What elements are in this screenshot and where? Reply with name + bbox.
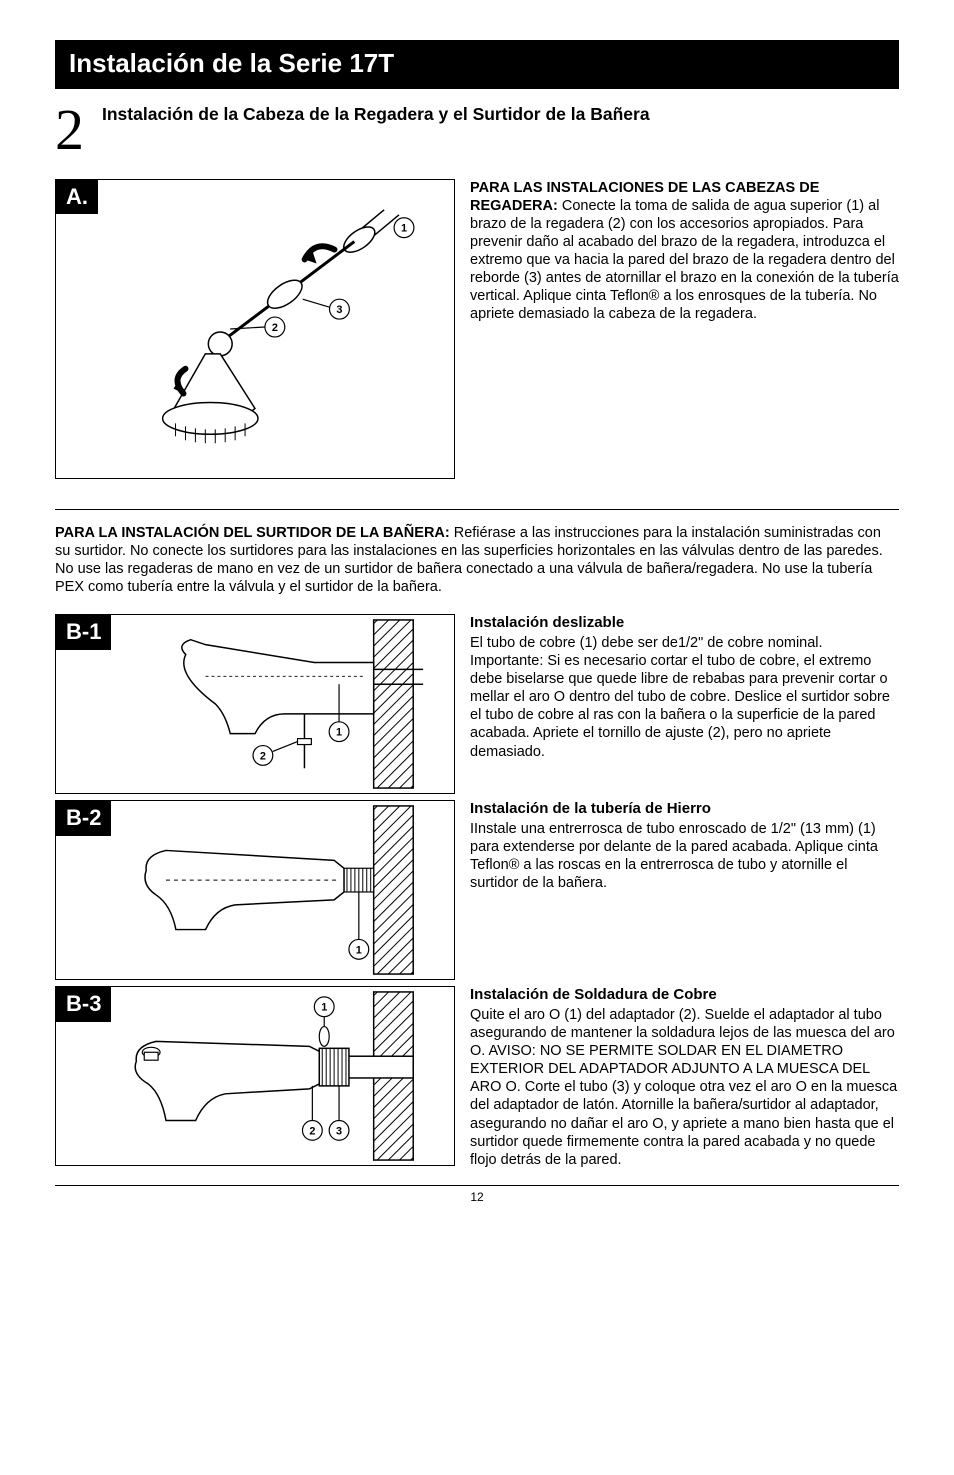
tub-paragraph: PARA LA INSTALACIÓN DEL SURTIDOR DE LA B…: [55, 524, 899, 597]
svg-text:2: 2: [272, 321, 278, 333]
section-b2-text: Instalación de la tubería de Hierro IIns…: [470, 800, 899, 892]
figure-a-label: A.: [56, 180, 98, 215]
figure-b3-label: B-3: [56, 987, 111, 1022]
svg-text:2: 2: [309, 1125, 315, 1137]
section-a-body: Conecte la toma de salida de agua superi…: [470, 198, 899, 323]
svg-text:3: 3: [336, 304, 342, 316]
b2-body: IInstale una entrerrosca de tubo enrosca…: [470, 820, 899, 893]
title-bar: Instalación de la Serie 17T: [55, 40, 899, 89]
figure-b1: B-1 1 2: [55, 614, 455, 794]
section-b1-text: Instalación deslizable El tubo de cobre …: [470, 614, 899, 761]
divider-rule: [55, 509, 899, 510]
section-b2: B-2 1 Instalación de la tubería de Hierr…: [55, 800, 899, 980]
figure-b1-svg: 1 2: [56, 615, 454, 793]
b3-head: Instalación de Soldadura de Cobre: [470, 986, 899, 1005]
section-b1: B-1 1 2 Instalación deslizable: [55, 614, 899, 794]
figure-a-svg: 1 3 2: [56, 180, 454, 478]
b3-body: Quite el aro O (1) del adaptador (2). Su…: [470, 1006, 899, 1169]
figure-b3: B-3 1 3 2: [55, 986, 455, 1166]
figure-b3-svg: 1 3 2: [56, 987, 454, 1165]
section-a: A. 1 3: [55, 179, 899, 479]
step-header: 2 Instalación de la Cabeza de la Regader…: [55, 101, 899, 159]
figure-b1-label: B-1: [56, 615, 111, 650]
section-a-text: PARA LAS INSTALACIONES DE LAS CABEZAS DE…: [470, 179, 899, 479]
page-number: 12: [55, 1185, 899, 1205]
svg-text:1: 1: [336, 727, 342, 739]
figure-a: A. 1 3: [55, 179, 455, 479]
tub-para-head: PARA LA INSTALACIÓN DEL SURTIDOR DE LA B…: [55, 525, 450, 541]
svg-text:3: 3: [336, 1125, 342, 1137]
step-title: Instalación de la Cabeza de la Regadera …: [102, 101, 650, 126]
section-b3-text: Instalación de Soldadura de Cobre Quite …: [470, 986, 899, 1169]
svg-text:1: 1: [401, 222, 407, 234]
b1-head: Instalación deslizable: [470, 614, 899, 633]
figure-b2-svg: 1: [56, 801, 454, 979]
svg-text:1: 1: [321, 1002, 327, 1014]
svg-text:1: 1: [356, 944, 362, 956]
b2-head: Instalación de la tubería de Hierro: [470, 800, 899, 819]
step-number: 2: [55, 101, 102, 159]
b1-body: El tubo de cobre (1) debe ser de1/2" de …: [470, 634, 899, 761]
svg-text:2: 2: [260, 750, 266, 762]
figure-b2: B-2 1: [55, 800, 455, 980]
section-b3: B-3 1 3 2: [55, 986, 899, 1169]
figure-b2-label: B-2: [56, 801, 111, 836]
